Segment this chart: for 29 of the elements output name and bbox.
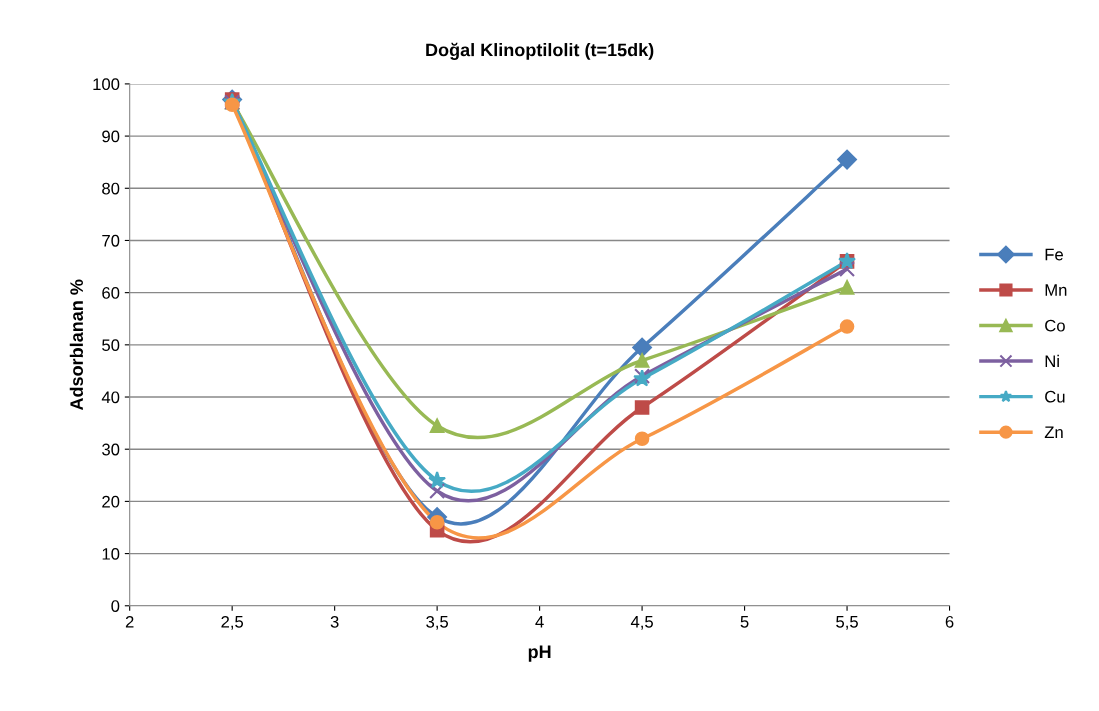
x-tick-label: 5 (740, 616, 749, 628)
x-tick-label: 6 (945, 615, 954, 628)
legend-label: Cu (1045, 390, 1065, 403)
x-tick-label: 3 (330, 615, 339, 628)
y-tick-label: 40 (101, 391, 120, 404)
y-tick-label: 80 (102, 182, 120, 195)
legend-label: Co (1045, 319, 1065, 332)
y-tick-label: 0 (111, 600, 120, 612)
y-tick-label: 30 (102, 443, 120, 456)
legend-label: Mn (1045, 284, 1067, 296)
y-tick-label: 20 (102, 495, 120, 508)
x-axis-title: pH (528, 645, 551, 662)
x-tick-label: 5,5 (836, 616, 858, 630)
chart-title: Doğal Klinoptilolit (t=15dk) (426, 42, 654, 60)
y-axis-title: Adsorblanan % (69, 279, 84, 411)
x-tick-label: 2,5 (221, 615, 244, 630)
x-tick-label: 4 (535, 616, 544, 628)
y-tick-label: 50 (102, 339, 120, 352)
y-tick-label: 100 (93, 78, 120, 91)
y-tick-label: 90 (102, 130, 120, 143)
x-tick-label: 3,5 (426, 615, 449, 630)
legend-label: Zn (1044, 426, 1063, 438)
y-tick-label: 10 (102, 547, 120, 560)
legend-label: Fe (1045, 248, 1063, 261)
y-tick-label: 70 (102, 234, 120, 247)
legend-label: Ni (1045, 354, 1059, 367)
y-tick-label: 60 (102, 287, 120, 299)
x-tick-label: 2 (125, 615, 134, 628)
x-tick-label: 4,5 (630, 616, 653, 630)
